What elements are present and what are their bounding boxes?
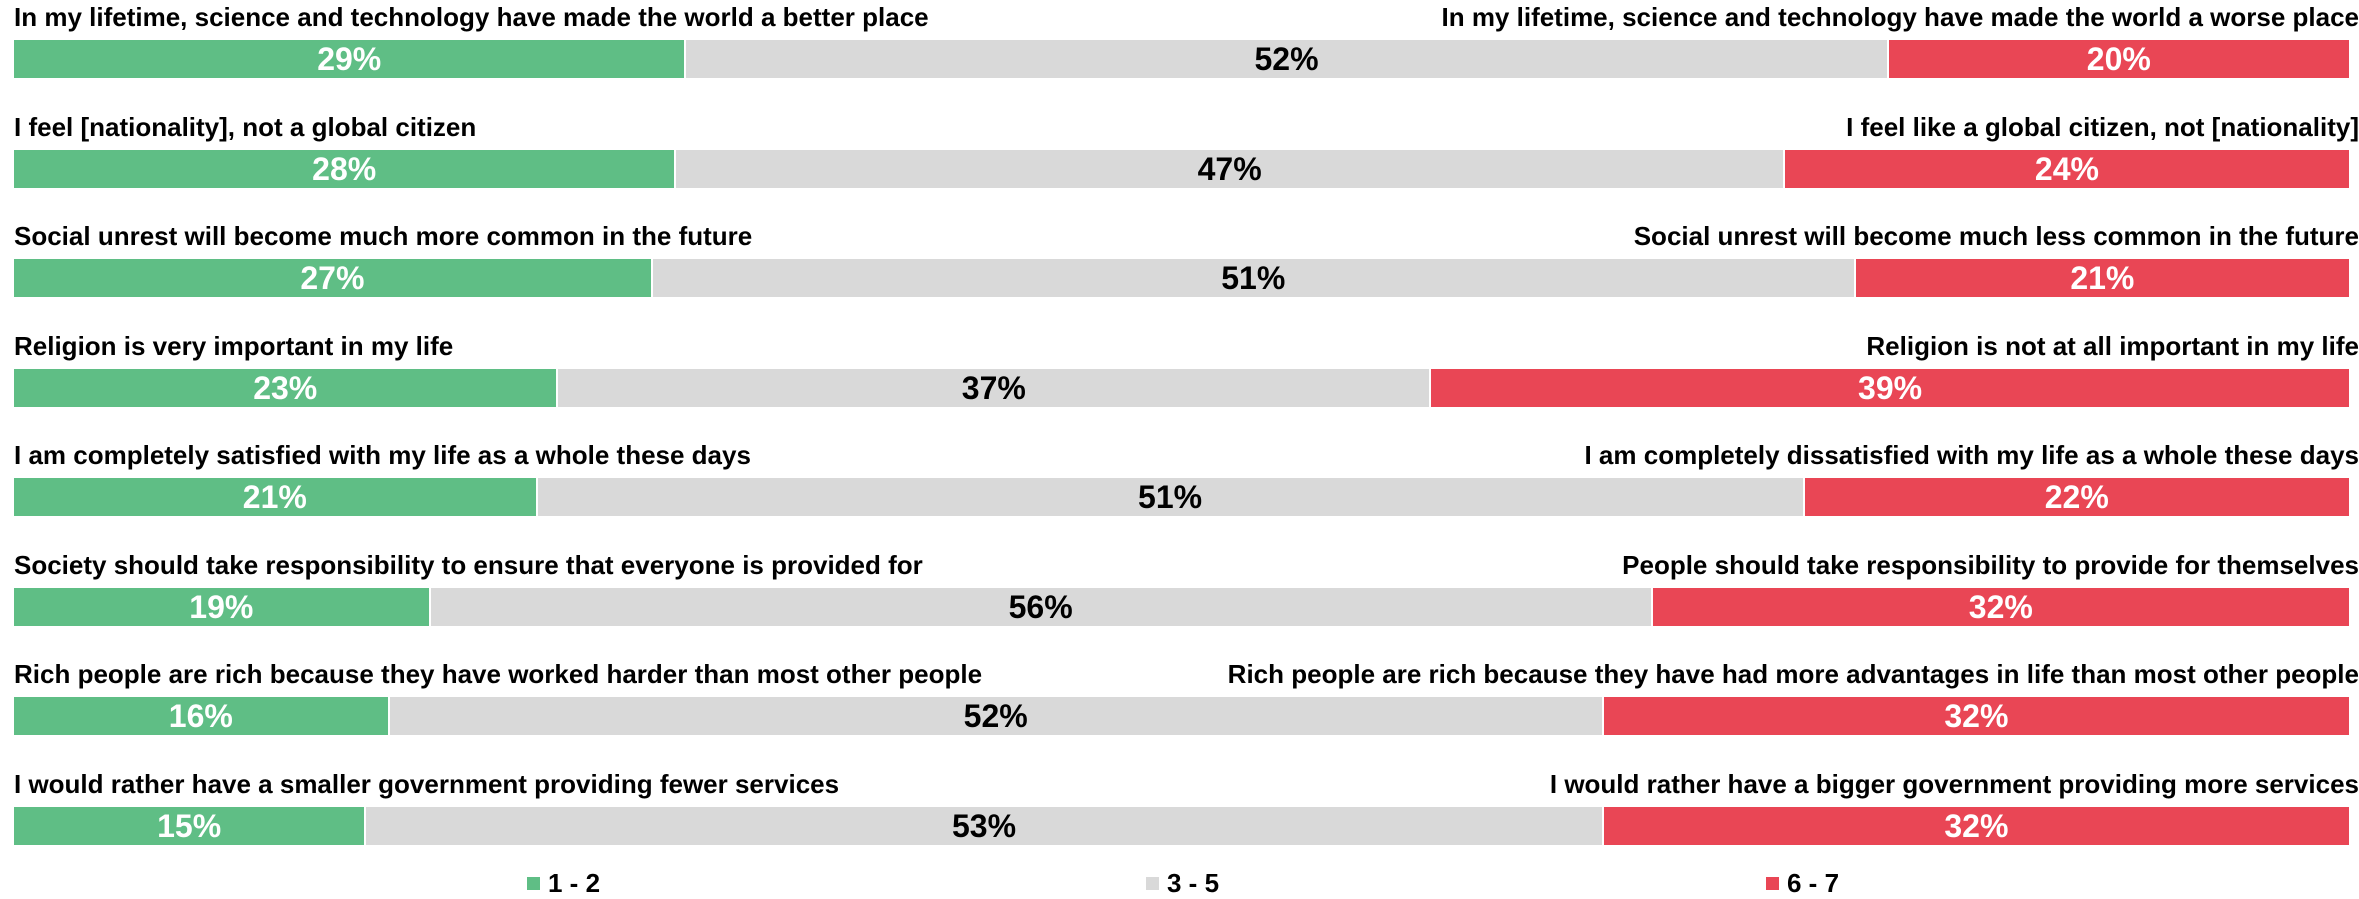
legend-swatch-green	[527, 877, 540, 890]
legend-swatch-red	[1766, 877, 1779, 890]
bar-segment-6-7: 39%	[1429, 368, 2349, 407]
legend-item-1-2: 1 - 2	[527, 868, 600, 899]
bar-segment-3-5: 52%	[387, 697, 1602, 735]
stacked-bar: 29% 52% 20%	[14, 40, 2349, 78]
bar-segment-3-5: 53%	[364, 806, 1602, 845]
bar-segment-3-5: 56%	[428, 587, 1651, 626]
legend-item-6-7: 6 - 7	[1766, 868, 1839, 899]
bar-segment-1-2: 28%	[14, 149, 675, 188]
bar-segment-1-2: 16%	[14, 697, 388, 735]
bar-segment-3-5: 51%	[535, 478, 1803, 516]
legend-swatch-gray	[1146, 877, 1159, 890]
row-right-label: People should take responsibility to pro…	[1622, 549, 2359, 580]
bar-segment-6-7: 32%	[1601, 697, 2349, 735]
row-left-label: Social unrest will become much more comm…	[14, 221, 753, 251]
bar-segment-1-2: 21%	[14, 478, 536, 516]
bar-segment-6-7: 32%	[1601, 806, 2349, 845]
bar-segment-1-2: 23%	[14, 368, 557, 407]
stacked-bar: 27% 51% 21%	[14, 259, 2349, 297]
bar-segment-1-2: 27%	[14, 259, 651, 297]
row-right-label: I would rather have a bigger government …	[1549, 768, 2359, 799]
legend-label-1-2: 1 - 2	[548, 868, 601, 898]
row-left-label: I am completely satisfied with my life a…	[14, 440, 751, 470]
row-left-label: Rich people are rich because they have w…	[14, 659, 983, 689]
bar-segment-3-5: 47%	[674, 149, 1783, 188]
row-left-label: Religion is very important in my life	[14, 330, 454, 361]
stacked-bar: 21% 51% 22%	[14, 478, 2349, 516]
bar-segment-6-7: 21%	[1853, 259, 2349, 297]
row-right-label: Religion is not at all important in my l…	[1866, 330, 2359, 361]
legend-label-3-5: 3 - 5	[1167, 868, 1220, 898]
row-right-label: I am completely dissatisfied with my lif…	[1584, 440, 2359, 470]
legend-item-3-5: 3 - 5	[1146, 868, 1219, 899]
bar-segment-1-2: 29%	[14, 40, 685, 78]
stacked-bar: 19% 56% 32%	[14, 587, 2349, 626]
bar-segment-6-7: 32%	[1650, 587, 2349, 626]
bar-segment-3-5: 37%	[556, 368, 1430, 407]
row-left-label: I feel [nationality], not a global citiz…	[14, 111, 477, 142]
row-right-label: Rich people are rich because they have h…	[1227, 659, 2359, 689]
row-right-label: In my lifetime, science and technology h…	[1441, 2, 2359, 32]
bar-segment-6-7: 20%	[1886, 40, 2349, 78]
bar-segment-6-7: 24%	[1782, 149, 2349, 188]
bar-segment-3-5: 52%	[684, 40, 1887, 78]
bar-segment-6-7: 22%	[1802, 478, 2349, 516]
row-right-label: Social unrest will become much less comm…	[1633, 221, 2359, 251]
row-left-label: Society should take responsibility to en…	[14, 549, 923, 580]
bar-segment-3-5: 51%	[650, 259, 1854, 297]
row-left-label: I would rather have a smaller government…	[14, 768, 840, 799]
row-left-label: In my lifetime, science and technology h…	[14, 2, 929, 32]
stacked-bar: 15% 53% 32%	[14, 806, 2349, 845]
stacked-bar: 28% 47% 24%	[14, 149, 2349, 188]
bar-segment-1-2: 19%	[14, 587, 429, 626]
legend-label-6-7: 6 - 7	[1787, 868, 1840, 898]
stacked-bar: 23% 37% 39%	[14, 368, 2349, 407]
stacked-bar: 16% 52% 32%	[14, 697, 2349, 735]
row-right-label: I feel like a global citizen, not [natio…	[1846, 111, 2359, 142]
bar-segment-1-2: 15%	[14, 806, 365, 845]
